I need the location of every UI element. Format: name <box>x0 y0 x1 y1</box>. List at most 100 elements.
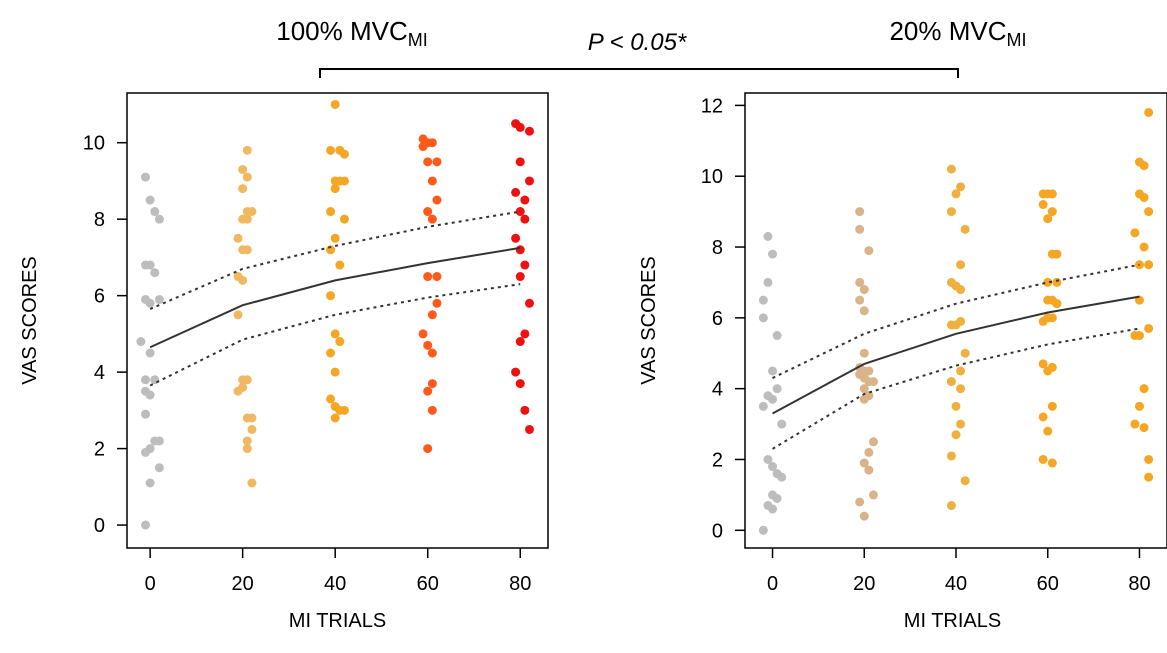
data-point <box>145 348 155 358</box>
data-point <box>951 430 961 440</box>
y-tick-label: 10 <box>83 133 105 155</box>
data-point <box>242 436 252 446</box>
data-point <box>763 454 773 464</box>
data-point <box>242 245 252 255</box>
data-point <box>956 366 966 376</box>
data-point <box>520 214 530 224</box>
data-point <box>864 465 874 475</box>
data-point <box>763 231 773 241</box>
data-point <box>1047 207 1057 217</box>
data-point <box>1134 331 1144 341</box>
data-point <box>768 462 778 472</box>
data-point <box>515 337 525 347</box>
data-point <box>1047 362 1057 372</box>
data-point <box>233 386 243 396</box>
data-point <box>423 444 433 454</box>
data-point <box>859 348 869 358</box>
data-point <box>141 375 151 385</box>
data-point <box>339 149 349 159</box>
data-point <box>524 424 534 434</box>
x-tick-label: 80 <box>509 573 531 595</box>
data-point <box>1043 214 1053 224</box>
data-point <box>524 126 534 136</box>
data-point <box>154 436 164 446</box>
data-point <box>1038 200 1048 210</box>
y-tick-label: 10 <box>701 166 723 188</box>
data-point <box>1047 458 1057 468</box>
data-point <box>1047 401 1057 411</box>
x-tick-label: 80 <box>1128 573 1150 595</box>
data-point <box>511 233 521 243</box>
data-point <box>432 298 442 308</box>
data-point <box>1144 472 1154 482</box>
data-point <box>330 99 340 109</box>
data-point <box>335 337 345 347</box>
data-point <box>951 189 961 199</box>
data-point <box>1047 313 1057 323</box>
data-point <box>1052 299 1062 309</box>
data-point <box>772 331 782 341</box>
data-point <box>1038 454 1048 464</box>
data-point <box>326 145 336 155</box>
data-point <box>1139 423 1149 433</box>
data-point <box>859 285 869 295</box>
data-point <box>427 310 437 320</box>
data-point <box>946 164 956 174</box>
data-point <box>136 337 146 347</box>
data-point <box>758 525 768 535</box>
data-point <box>772 493 782 503</box>
data-point <box>859 384 869 394</box>
data-point <box>868 377 878 387</box>
x-tick-label: 0 <box>767 573 778 595</box>
data-point <box>763 277 773 287</box>
data-point <box>339 405 349 415</box>
data-point <box>777 472 787 482</box>
data-point <box>956 285 966 295</box>
data-point <box>238 275 248 285</box>
data-point <box>859 394 869 404</box>
data-point <box>768 504 778 514</box>
data-point <box>1139 242 1149 252</box>
mean-fit-line <box>772 295 1140 415</box>
data-point <box>524 176 534 186</box>
data-point <box>427 214 437 224</box>
data-point <box>432 157 442 167</box>
data-point <box>423 157 433 167</box>
data-point <box>855 277 865 287</box>
data-point <box>960 348 970 358</box>
data-point <box>868 437 878 447</box>
data-point <box>758 401 768 411</box>
data-point <box>960 224 970 234</box>
y-axis-label: VAS SCORES <box>19 256 41 385</box>
data-point <box>1043 426 1053 436</box>
data-point <box>1144 323 1154 333</box>
data-point <box>247 424 257 434</box>
data-point <box>247 207 257 217</box>
upper-bound-line <box>149 210 521 310</box>
lower-bound-line <box>772 327 1140 450</box>
data-point <box>855 497 865 507</box>
y-tick-label: 8 <box>94 209 105 231</box>
data-point <box>956 384 966 394</box>
data-point <box>330 184 340 194</box>
data-point <box>1043 277 1053 287</box>
y-axis-label: VAS SCORES <box>638 256 660 385</box>
data-point <box>1144 454 1154 464</box>
data-point <box>326 394 336 404</box>
data-point <box>515 245 525 255</box>
x-tick-label: 60 <box>417 573 439 595</box>
data-point <box>427 379 437 389</box>
data-point <box>1038 359 1048 369</box>
data-point <box>1134 401 1144 411</box>
data-point <box>1130 228 1140 238</box>
x-tick-label: 20 <box>232 573 254 595</box>
data-point <box>515 122 525 132</box>
data-point <box>326 291 336 301</box>
data-point <box>150 207 160 217</box>
y-tick-label: 0 <box>712 520 723 542</box>
data-point <box>868 490 878 500</box>
left-panel: 0 2 4 6 8 10 0 20 40 60 80 VAS SCORES MI TRIALS <box>19 92 549 632</box>
right-panel: 0 2 4 6 8 10 12 0 20 40 60 80 VAS SCORES MI TRIALS <box>638 92 1167 632</box>
data-point <box>335 260 345 270</box>
